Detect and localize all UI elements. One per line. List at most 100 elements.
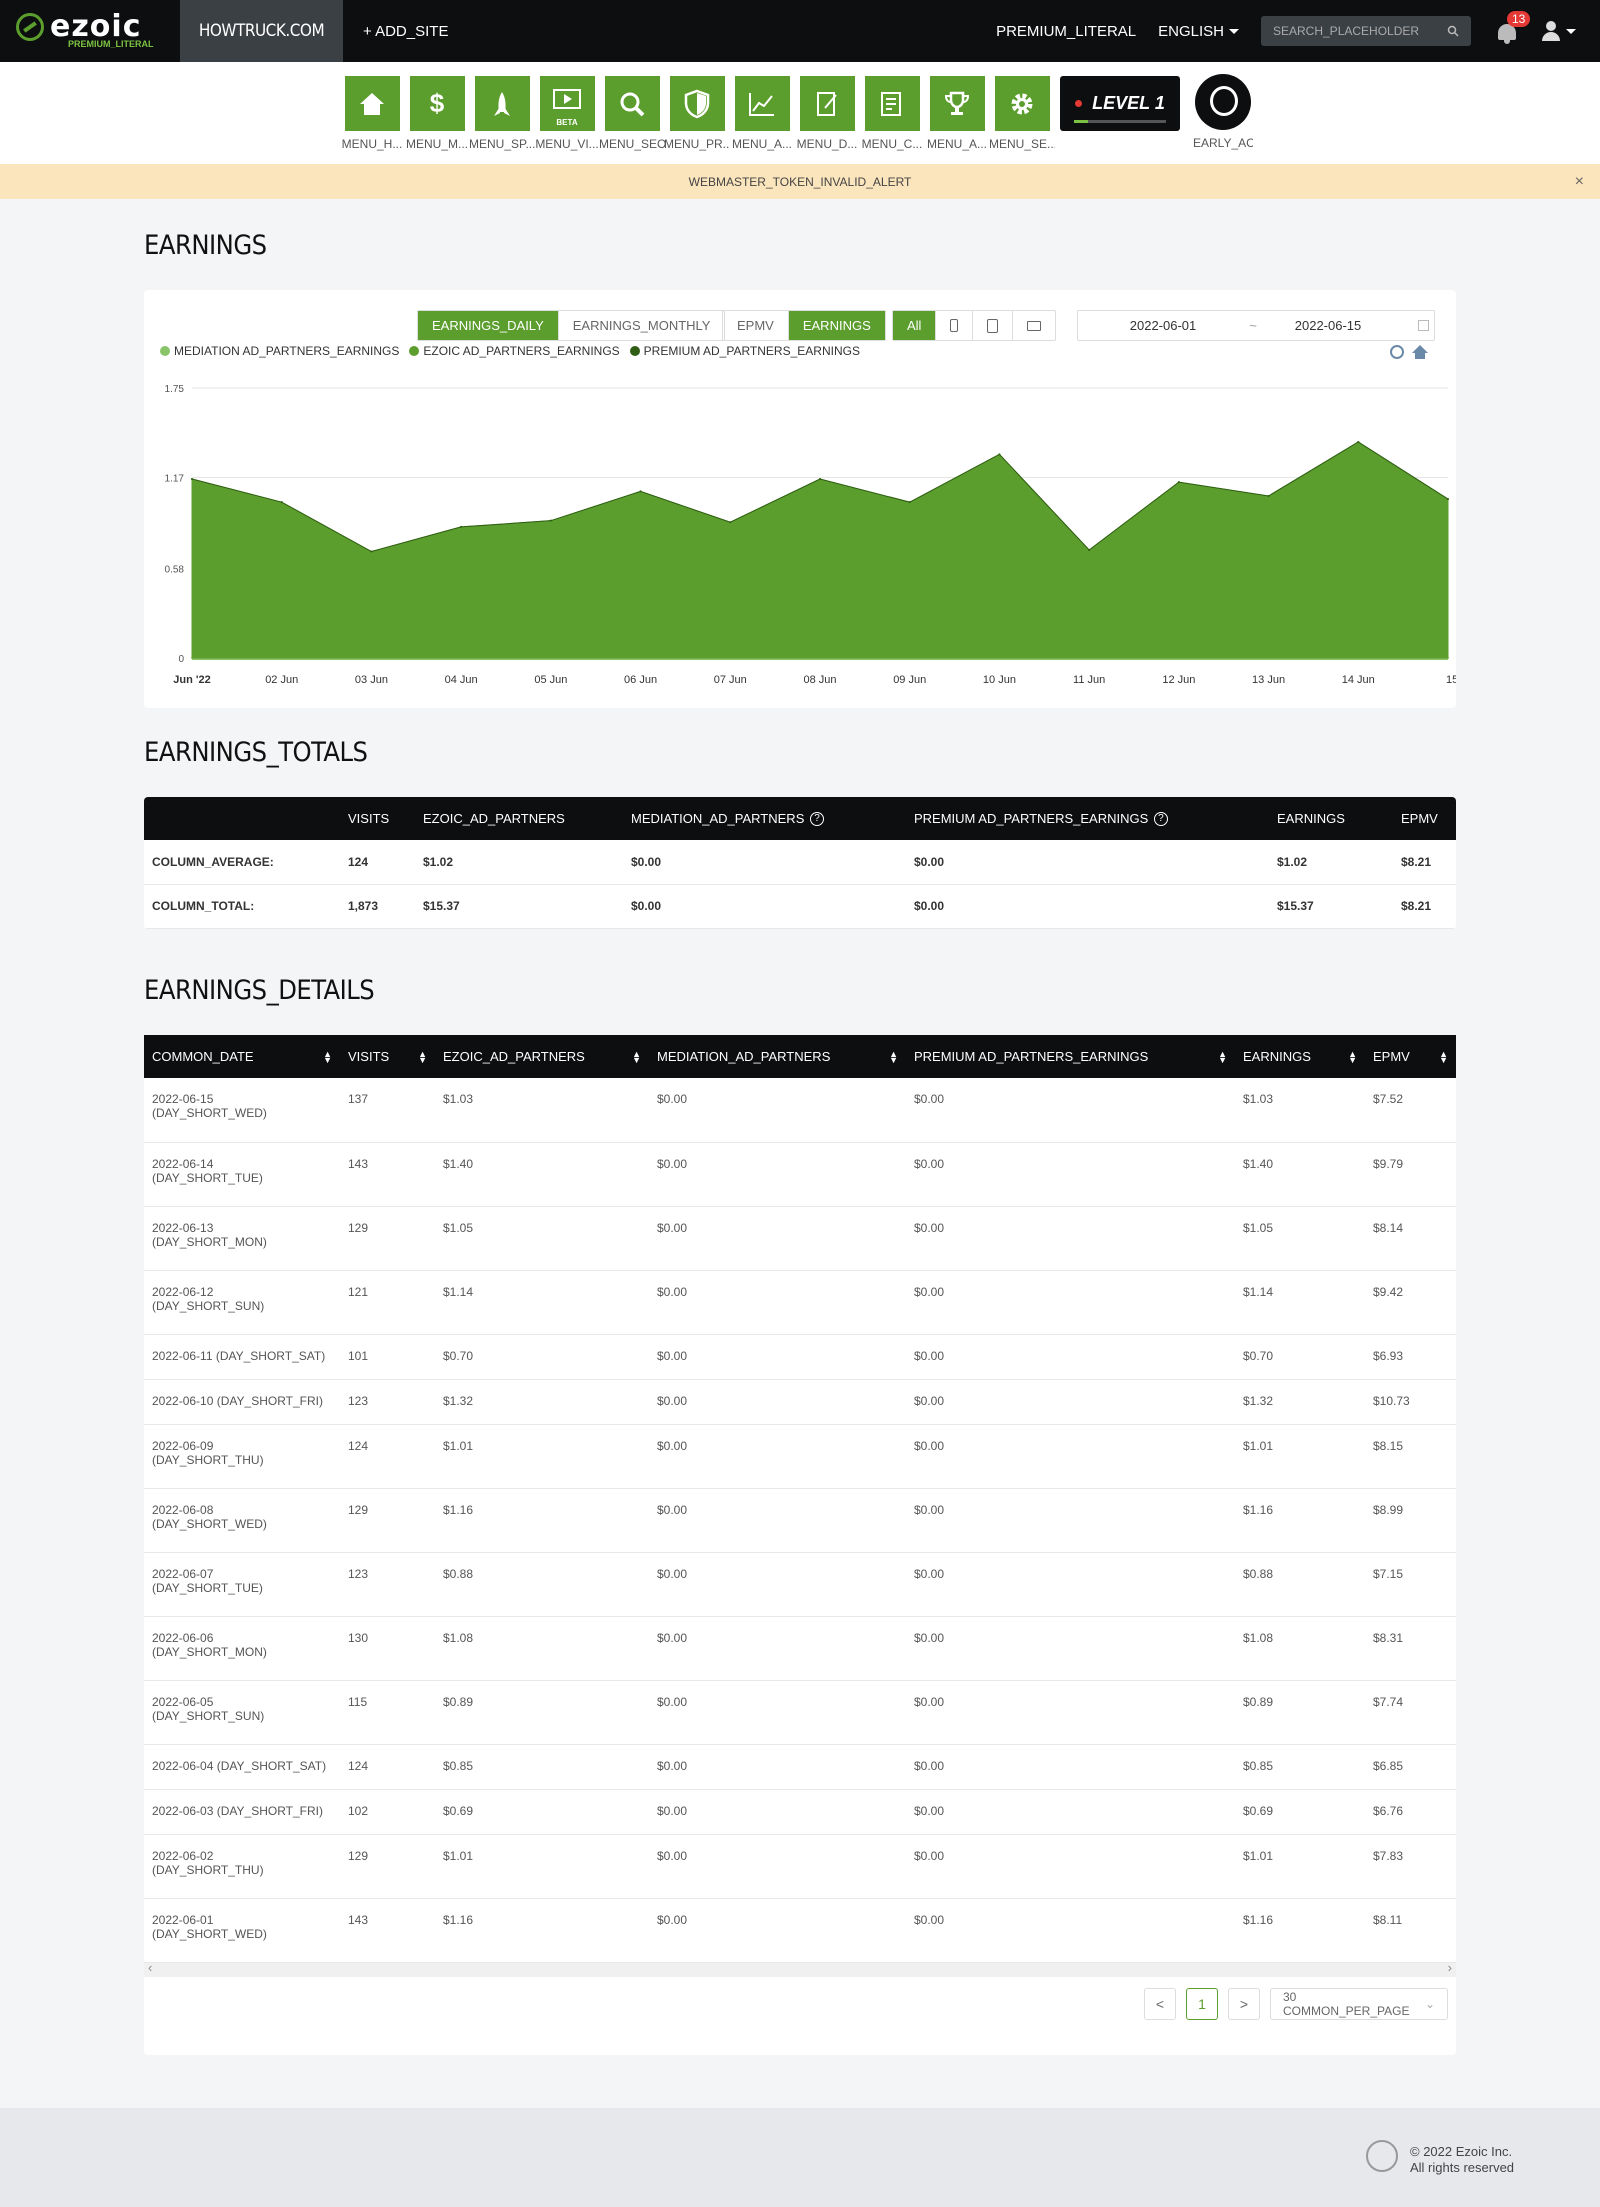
sort-header-premium[interactable]: PREMIUM AD_PARTNERS_EARNINGS ▲ ▼	[906, 1035, 1235, 1078]
table-cell: $9.42	[1365, 1270, 1456, 1335]
legend-item-premium[interactable]: PREMIUM AD_PARTNERS_EARNINGS	[629, 344, 860, 358]
legend-item-ezoic[interactable]: EZOIC AD_PARTNERS_EARNINGS	[409, 344, 620, 358]
add-site-link[interactable]: + ADD_SITE	[363, 22, 449, 40]
sort-icon: ▲ ▼	[632, 1049, 641, 1065]
ezoic-logo[interactable]: ezoic PREMIUM_LITERAL	[0, 0, 180, 62]
menu-item-protection[interactable]: MENU_PR...	[664, 76, 730, 151]
tab-earnings[interactable]: EARNINGS	[788, 311, 885, 340]
desktop-icon	[1027, 320, 1042, 331]
zoom-icon[interactable]	[1390, 345, 1404, 359]
menu-label: MENU_A...	[926, 137, 987, 151]
table-cell: $0.00	[649, 1552, 906, 1617]
date-range-picker[interactable]: 2022-06-01 ~ 2022-06-15	[1077, 310, 1435, 341]
shield-icon	[684, 89, 710, 118]
search-icon[interactable]	[1447, 25, 1459, 37]
menu-item-monetization[interactable]: $ MENU_M...	[404, 76, 470, 151]
data-point	[729, 657, 732, 659]
sort-icon: ▲ ▼	[323, 1049, 332, 1065]
tab-earnings-daily[interactable]: EARNINGS_DAILY	[418, 311, 559, 340]
table-cell: $1.01	[435, 1424, 649, 1489]
menu-label: MENU_M...	[405, 137, 468, 151]
magnifier-icon	[620, 92, 645, 116]
date-end[interactable]: 2022-06-15	[1294, 318, 1362, 333]
bell-icon	[1498, 24, 1516, 44]
table-cell: 137	[340, 1078, 435, 1143]
data-point	[819, 657, 821, 659]
menu-item-video[interactable]: BETA MENU_VI...	[534, 76, 600, 151]
language-dropdown[interactable]: ENGLISH	[1158, 23, 1239, 40]
date-value: 2022-06-09	[152, 1438, 214, 1453]
table-cell: 123	[340, 1379, 435, 1425]
help-icon[interactable]: ?	[1153, 812, 1168, 827]
totals-row: COLUMN_TOTAL: 1,873 $15.37 $0.00 $0.00 $15.37…	[144, 884, 1456, 929]
help-icon[interactable]: ?	[810, 812, 824, 827]
day-value: (DAY_SHORT_FRI)	[216, 1803, 323, 1818]
menu-item-content[interactable]: MENU_C...	[859, 76, 925, 151]
table-cell: $1.05	[1235, 1206, 1365, 1271]
alert-text: WEBMASTER_TOKEN_INVALID_ALERT	[688, 174, 912, 189]
sort-header-epmv[interactable]: EPMV ▲ ▼	[1365, 1035, 1456, 1078]
legend-item-mediation[interactable]: MEDIATION AD_PARTNERS_EARNINGS	[160, 344, 399, 358]
table-cell: $0.00	[649, 1898, 906, 1963]
notifications-button[interactable]: 13	[1495, 11, 1531, 44]
y-tick-label: 1.17	[165, 473, 185, 484]
site-selector[interactable]: HOWTRUCK.COM	[180, 0, 343, 62]
data-point	[1088, 549, 1091, 551]
ezoic-logo-icon	[16, 13, 44, 41]
page-button-current[interactable]: 1	[1186, 1988, 1218, 2020]
tab-earnings-monthly[interactable]: EARNINGS_MONTHLY	[572, 318, 711, 333]
reset-zoom-home-icon[interactable]	[1412, 345, 1428, 359]
sort-header-earnings[interactable]: EARNINGS ▲ ▼	[1235, 1035, 1365, 1078]
menu-item-analytics[interactable]: MENU_A...	[729, 76, 795, 151]
x-tick-label: 05 Jun	[534, 674, 567, 686]
footer-rights: All rights reserved	[1410, 2160, 1515, 2175]
next-page-button[interactable]: >	[1228, 1988, 1260, 2020]
chart-tools	[1390, 345, 1428, 359]
menu-item-documents[interactable]: MENU_D...	[794, 76, 860, 151]
analytics-icon	[749, 92, 774, 116]
earnings-chart-card: EARNINGS_DAILY EARNINGS_MONTHLY EPMV EAR…	[144, 290, 1456, 708]
prev-page-button[interactable]: <	[1144, 1988, 1176, 2020]
totals-cell: $0.00	[906, 840, 1269, 885]
menu-item-settings[interactable]: MENU_SE...	[989, 76, 1055, 151]
device-tablet[interactable]	[973, 311, 1014, 340]
data-point	[280, 657, 283, 659]
table-cell: $8.14	[1365, 1206, 1456, 1271]
search-input[interactable]	[1273, 24, 1447, 38]
document-icon	[817, 91, 837, 116]
table-cell: $0.00	[649, 1744, 906, 1790]
sort-header-ezoic[interactable]: EZOIC_AD_PARTNERS ▲ ▼	[435, 1035, 649, 1078]
table-cell: 123	[340, 1552, 435, 1617]
device-desktop[interactable]	[1013, 311, 1055, 340]
horizontal-scrollbar[interactable]	[144, 1960, 1456, 1977]
device-mobile[interactable]	[936, 311, 974, 340]
per-page-select[interactable]: 30 COMMON_PER_PAGE ⌄	[1270, 1988, 1448, 2020]
horizontal-scrollbar[interactable]	[144, 926, 1456, 929]
menu-item-speed[interactable]: MENU_SP...	[469, 76, 535, 151]
sort-header-visits[interactable]: VISITS ▲ ▼	[340, 1035, 435, 1078]
menu-item-achievements[interactable]: MENU_A...	[924, 76, 990, 151]
legend-label: EZOIC AD_PARTNERS_EARNINGS	[423, 344, 620, 358]
date-start[interactable]: 2022-06-01	[1129, 318, 1197, 333]
tab-epmv[interactable]: EPMV	[723, 311, 789, 340]
table-cell: $1.32	[1235, 1379, 1365, 1425]
table-cell: $1.40	[435, 1142, 649, 1207]
close-icon[interactable]: ×	[1574, 173, 1584, 190]
date-value: 2022-06-07	[152, 1566, 214, 1581]
device-all[interactable]: All	[893, 311, 937, 340]
level-badge[interactable]: LEVEL 1	[1060, 76, 1180, 131]
menu-item-home[interactable]: MENU_H...	[339, 76, 405, 151]
menu-item-seo[interactable]: MENU_SEO	[599, 76, 665, 151]
sort-header-mediation[interactable]: MEDIATION_AD_PARTNERS ▲ ▼	[649, 1035, 906, 1078]
data-point	[819, 478, 821, 481]
premium-link[interactable]: PREMIUM_LITERAL	[996, 22, 1137, 40]
user-menu[interactable]	[1541, 21, 1576, 41]
data-point	[1177, 481, 1180, 484]
table-cell: 102	[340, 1789, 435, 1835]
table-cell: $0.70	[1235, 1334, 1365, 1380]
table-cell: $8.99	[1365, 1488, 1456, 1553]
table-cell: $8.11	[1365, 1898, 1456, 1963]
sort-header-date[interactable]: COMMON_DATE ▲ ▼	[144, 1035, 340, 1078]
table-cell: $6.76	[1365, 1789, 1456, 1835]
early-access-item[interactable]: EARLY_ACC...	[1193, 74, 1253, 150]
